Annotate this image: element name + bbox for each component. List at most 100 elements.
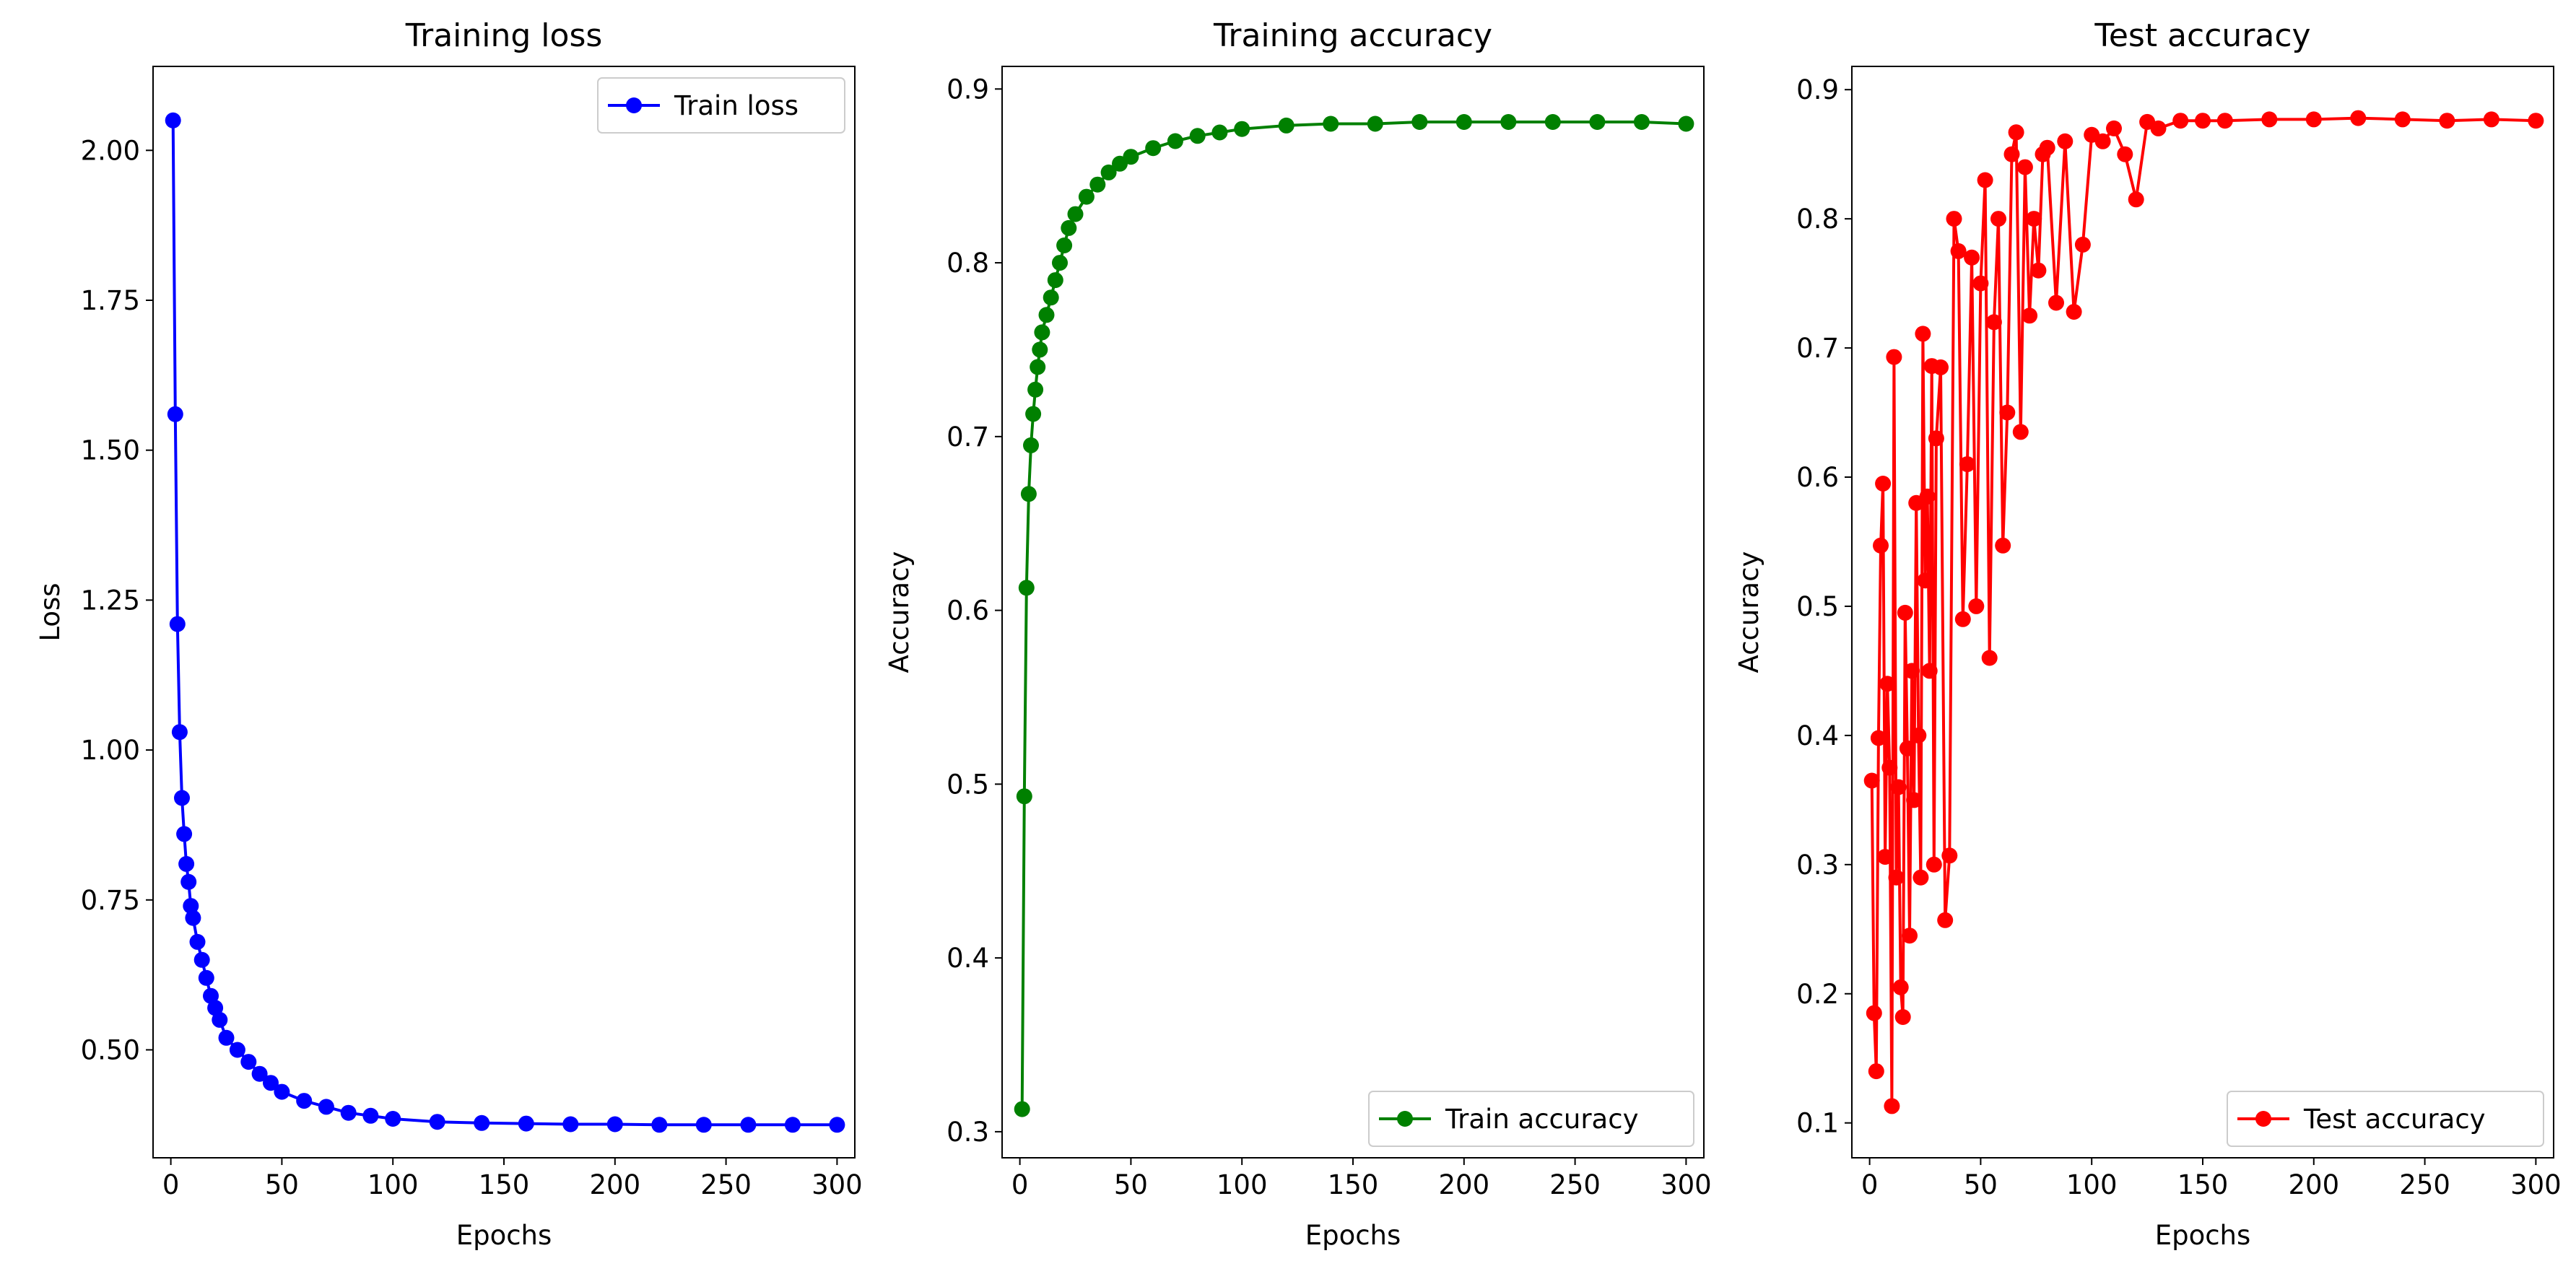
y-axis-label: Loss [35, 583, 66, 641]
x-tick-label: 300 [2510, 1169, 2562, 1200]
data-point [189, 933, 206, 950]
data-point [1067, 206, 1084, 222]
data-point [318, 1099, 334, 1115]
data-point [240, 1054, 257, 1070]
data-point [1928, 430, 1944, 447]
data-point [1999, 404, 2016, 421]
y-tick-label: 0.7 [1796, 333, 1839, 364]
y-tick-label: 1.00 [81, 735, 140, 766]
data-point [2008, 124, 2024, 141]
data-point [1870, 730, 1887, 746]
x-tick-label: 50 [265, 1169, 299, 1200]
data-point [1886, 349, 1902, 365]
legend-marker [2255, 1111, 2271, 1127]
data-point [1917, 572, 1933, 589]
data-point [1954, 611, 1971, 627]
data-point [1234, 121, 1250, 137]
data-point [1025, 406, 1042, 422]
data-point [1899, 740, 1915, 756]
data-point [2172, 113, 2189, 129]
y-axis-label: Accuracy [1733, 551, 1765, 673]
data-point [1863, 772, 1880, 789]
data-point [1910, 727, 1927, 743]
x-axis-label: Epochs [2155, 1220, 2251, 1251]
x-tick-label: 100 [1217, 1169, 1268, 1200]
legend-box [2227, 1091, 2544, 1147]
y-tick-label: 0.4 [947, 943, 989, 974]
data-point [1977, 172, 1993, 188]
data-point [1211, 124, 1228, 141]
series-line [1870, 116, 2536, 1108]
x-tick-label: 200 [589, 1169, 640, 1200]
data-point [2026, 211, 2042, 227]
data-point [1020, 486, 1037, 502]
data-point [1455, 114, 1472, 130]
data-point [1678, 115, 1694, 132]
data-point [2394, 111, 2411, 128]
data-point [203, 987, 219, 1004]
data-point [1866, 1005, 1882, 1021]
data-point [2048, 294, 2064, 311]
x-tick-label: 0 [1011, 1169, 1029, 1200]
data-point [1995, 537, 2011, 554]
data-point [1894, 1009, 1911, 1025]
data-point [1061, 219, 1077, 236]
data-point [174, 790, 190, 806]
data-point [1964, 249, 1980, 266]
data-point [1921, 663, 1938, 679]
y-tick-label: 0.50 [81, 1034, 140, 1065]
y-tick-label: 0.3 [947, 1117, 989, 1148]
data-point [1633, 114, 1650, 130]
data-point [1919, 488, 1936, 505]
data-point [251, 1065, 268, 1082]
data-point [2305, 111, 2322, 128]
x-tick-label: 250 [2399, 1169, 2450, 1200]
data-point [2528, 113, 2544, 129]
y-tick-label: 0.4 [1796, 720, 1839, 751]
data-point [212, 1011, 228, 1028]
x-tick-label: 50 [1114, 1169, 1148, 1200]
data-point [1968, 598, 1985, 614]
x-tick-label: 150 [1328, 1169, 1379, 1200]
data-point [829, 1117, 845, 1133]
data-point [193, 951, 210, 968]
data-point [1043, 289, 1059, 306]
x-tick-label: 0 [1861, 1169, 1879, 1200]
data-point [1926, 856, 1942, 873]
data-point [1904, 663, 1920, 679]
x-axis-label: Epochs [456, 1220, 552, 1251]
data-point [784, 1117, 801, 1133]
data-point [1881, 759, 1898, 776]
data-point [1089, 176, 1106, 193]
data-point [2012, 424, 2029, 440]
data-point [1877, 849, 1894, 865]
data-point [1950, 243, 1967, 259]
data-point [2261, 111, 2278, 128]
data-point [2022, 307, 2038, 324]
x-tick-label: 300 [811, 1169, 863, 1200]
data-point [362, 1107, 379, 1124]
data-point [1167, 133, 1183, 149]
data-point [1941, 847, 1958, 864]
y-tick-label: 0.5 [1796, 591, 1839, 622]
y-tick-label: 2.00 [81, 135, 140, 166]
data-point [1913, 869, 1929, 886]
data-point [229, 1042, 245, 1058]
data-point [1411, 114, 1428, 130]
x-tick-label: 150 [479, 1169, 530, 1200]
data-point [1937, 912, 1954, 928]
y-tick-label: 0.5 [947, 769, 989, 800]
chart-panel-2: 0 50 100 150 200 250 300 0.3 0.4 0.5 0.6 0.7 0.8 0.9 T… [884, 17, 1712, 1251]
data-point [1875, 476, 1892, 492]
data-point [2074, 236, 2091, 253]
data-point [1023, 437, 1039, 453]
x-tick-label: 200 [1438, 1169, 1489, 1200]
data-point [2057, 133, 2074, 149]
data-point [218, 1029, 235, 1046]
y-tick-label: 0.75 [81, 885, 140, 916]
y-tick-label: 0.6 [947, 595, 989, 627]
series-1 [1863, 110, 2544, 1114]
data-point [1981, 650, 1998, 666]
data-point [1038, 307, 1055, 323]
data-point [263, 1075, 279, 1091]
